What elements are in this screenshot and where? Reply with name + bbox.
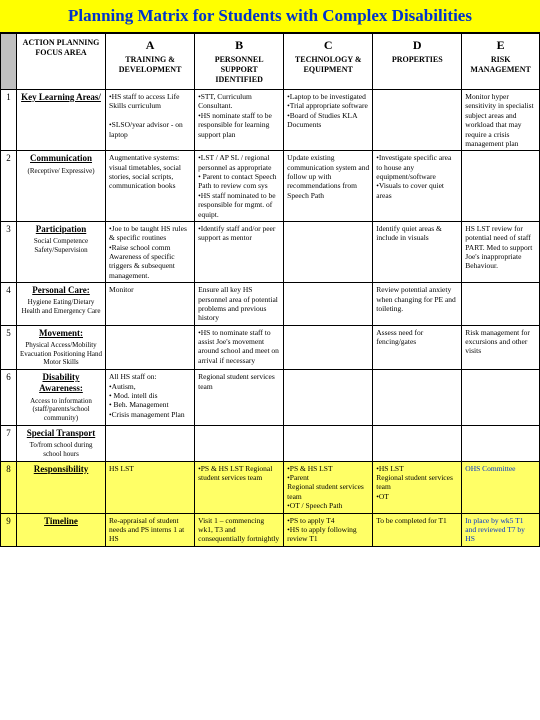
cell-E <box>462 283 540 326</box>
cell-D: Identify quiet areas & include in visual… <box>373 221 462 282</box>
focus-cell: Movement:Physical Access/Mobility Evacua… <box>16 325 105 370</box>
focus-cell: Communication(Receptive/ Expressive) <box>16 151 105 222</box>
header-D: D PROPERTIES <box>373 34 462 90</box>
cell-C: Update existing communication system and… <box>284 151 373 222</box>
cell-B: Visit 1 – commencing wk1, T3 and consequ… <box>195 513 284 546</box>
cell-E <box>462 151 540 222</box>
table-row: 8ResponsibilityHS LST•PS & HS LST Region… <box>1 461 540 513</box>
row-number: 5 <box>1 325 17 370</box>
table-row: 2Communication(Receptive/ Expressive)Aug… <box>1 151 540 222</box>
cell-C <box>284 325 373 370</box>
cell-B: •HS to nominate staff to assist Joe's mo… <box>195 325 284 370</box>
cell-D: •HS LST Regional student services team •… <box>373 461 462 513</box>
cell-D <box>373 370 462 426</box>
page-title: Planning Matrix for Students with Comple… <box>0 0 540 33</box>
header-A: A TRAINING & DEVELOPMENT <box>106 34 195 90</box>
table-body: 1Key Learning Areas/•HS staff to access … <box>1 90 540 547</box>
cell-A: HS LST <box>106 461 195 513</box>
cell-A <box>106 425 195 461</box>
header-B: B PERSONNEL SUPPORT IDENTIFIED <box>195 34 284 90</box>
cell-A: Augmentative systems: visual timetables,… <box>106 151 195 222</box>
cell-C: •Laptop to be investigated •Trial approp… <box>284 90 373 151</box>
table-row: 6Disability Awareness:Access to informat… <box>1 370 540 426</box>
table-row: 7Special TransportTo/from school during … <box>1 425 540 461</box>
header-E: E RISK MANAGEMENT <box>462 34 540 90</box>
table-row: 4Personal Care:Hygiene Eating/Dietary He… <box>1 283 540 326</box>
row-number: 9 <box>1 513 17 546</box>
cell-D: To be completed for T1 <box>373 513 462 546</box>
cell-C <box>284 221 373 282</box>
cell-B <box>195 425 284 461</box>
cell-D: •Investigate specific area to house any … <box>373 151 462 222</box>
cell-C <box>284 283 373 326</box>
table-row: 9TimelineRe-appraisal of student needs a… <box>1 513 540 546</box>
cell-B: •PS & HS LST Regional student services t… <box>195 461 284 513</box>
cell-C: •PS to apply T4 •HS to apply following r… <box>284 513 373 546</box>
row-number: 3 <box>1 221 17 282</box>
cell-D <box>373 90 462 151</box>
cell-B: Ensure all key HS personnel area of pote… <box>195 283 284 326</box>
focus-cell: Personal Care:Hygiene Eating/Dietary Hea… <box>16 283 105 326</box>
planning-matrix-table: ACTION PLANNING FOCUS AREA A TRAINING & … <box>0 33 540 547</box>
focus-cell: Timeline <box>16 513 105 546</box>
cell-D: Assess need for fencing/gates <box>373 325 462 370</box>
cell-E: Monitor hyper sensitivity in specialist … <box>462 90 540 151</box>
cell-C <box>284 370 373 426</box>
cell-D: Review potential anxiety when changing f… <box>373 283 462 326</box>
header-row: ACTION PLANNING FOCUS AREA A TRAINING & … <box>1 34 540 90</box>
cell-C: •PS & HS LST •Parent Regional student se… <box>284 461 373 513</box>
cell-A: All HS staff on: •Autism, • Mod. intell … <box>106 370 195 426</box>
cell-A: Re-appraisal of student needs and PS int… <box>106 513 195 546</box>
cell-E: In place by wk5 T1 and reviewed T7 by HS <box>462 513 540 546</box>
cell-E: Risk management for excursions and other… <box>462 325 540 370</box>
cell-A: •HS staff to access Life Skills curricul… <box>106 90 195 151</box>
table-row: 5Movement:Physical Access/Mobility Evacu… <box>1 325 540 370</box>
row-number: 8 <box>1 461 17 513</box>
row-number: 6 <box>1 370 17 426</box>
cell-E: OHS Committee <box>462 461 540 513</box>
cell-B: Regional student services team <box>195 370 284 426</box>
row-number: 2 <box>1 151 17 222</box>
row-number: 7 <box>1 425 17 461</box>
header-blank <box>1 34 17 90</box>
cell-E: HS LST review for potential need of staf… <box>462 221 540 282</box>
focus-cell: Disability Awareness:Access to informati… <box>16 370 105 426</box>
focus-cell: ParticipationSocial Competence Safety/Su… <box>16 221 105 282</box>
table-row: 3ParticipationSocial Competence Safety/S… <box>1 221 540 282</box>
row-number: 1 <box>1 90 17 151</box>
row-number: 4 <box>1 283 17 326</box>
focus-cell: Responsibility <box>16 461 105 513</box>
cell-D <box>373 425 462 461</box>
cell-E <box>462 425 540 461</box>
cell-B: •STT, Curriculum Consultant. •HS nominat… <box>195 90 284 151</box>
cell-A: Monitor <box>106 283 195 326</box>
cell-C <box>284 425 373 461</box>
cell-A <box>106 325 195 370</box>
cell-B: •Identify staff and/or peer support as m… <box>195 221 284 282</box>
cell-A: •Joe to be taught HS rules & specific ro… <box>106 221 195 282</box>
focus-cell: Key Learning Areas/ <box>16 90 105 151</box>
header-C: C TECHNOLOGY & EQUIPMENT <box>284 34 373 90</box>
header-focus: ACTION PLANNING FOCUS AREA <box>16 34 105 90</box>
table-row: 1Key Learning Areas/•HS staff to access … <box>1 90 540 151</box>
focus-cell: Special TransportTo/from school during s… <box>16 425 105 461</box>
cell-B: •LST / AP SL / regional personnel as app… <box>195 151 284 222</box>
cell-E <box>462 370 540 426</box>
